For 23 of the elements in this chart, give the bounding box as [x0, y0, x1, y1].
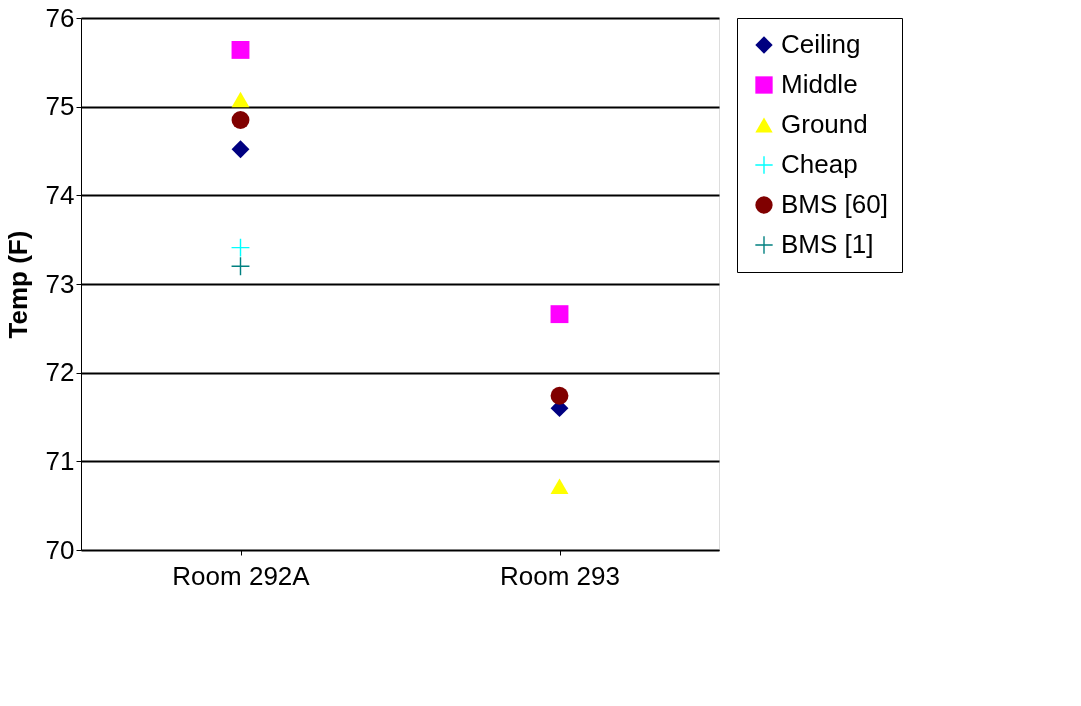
point — [231, 40, 250, 59]
y-axis-title: Temp (F) — [2, 230, 33, 339]
point — [231, 140, 250, 159]
y-tick-label: 75 — [45, 91, 75, 122]
y-tick-label: 70 — [45, 534, 75, 565]
legend-label: Middle — [781, 69, 858, 99]
legend-label: Ceiling — [781, 29, 861, 59]
y-tick-label: 73 — [45, 268, 75, 299]
y-tick-label: 71 — [45, 445, 75, 476]
point — [231, 111, 250, 129]
legend-label: Cheap — [781, 149, 858, 179]
y-tick-label: 76 — [45, 2, 75, 33]
y-tick-label: 74 — [45, 179, 75, 210]
point — [231, 91, 250, 108]
point — [550, 386, 569, 405]
point — [550, 478, 569, 494]
legend-label: Ground — [781, 109, 868, 139]
legend-label: BMS [60] — [781, 189, 888, 219]
x-tick-label: Room 293 — [500, 560, 620, 591]
x-tick-label: Room 292A — [172, 560, 311, 591]
y-tick-label: 72 — [45, 357, 75, 388]
point — [550, 305, 569, 324]
legend-label: BMS [1] — [781, 229, 874, 259]
